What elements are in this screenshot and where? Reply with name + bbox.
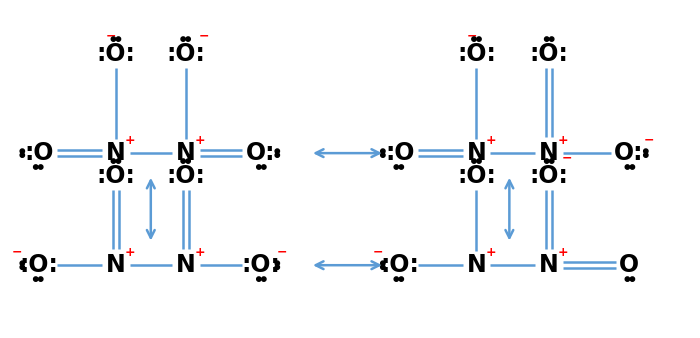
Circle shape <box>630 165 635 169</box>
Circle shape <box>399 277 403 281</box>
Text: N: N <box>106 141 126 165</box>
Text: N: N <box>467 253 486 277</box>
Circle shape <box>394 277 398 281</box>
Circle shape <box>630 277 635 281</box>
Text: N: N <box>539 141 559 165</box>
Text: O:: O: <box>246 141 275 165</box>
Text: N: N <box>467 141 486 165</box>
Circle shape <box>257 277 261 281</box>
Circle shape <box>381 265 385 269</box>
Circle shape <box>643 149 648 153</box>
Circle shape <box>472 37 476 41</box>
Circle shape <box>477 159 481 163</box>
Text: :O:: :O: <box>241 253 280 277</box>
Circle shape <box>643 153 648 157</box>
Text: +: + <box>485 246 496 259</box>
Circle shape <box>111 37 116 41</box>
Circle shape <box>20 261 24 265</box>
Circle shape <box>275 149 279 153</box>
Circle shape <box>381 261 385 265</box>
Text: +: + <box>195 246 205 259</box>
Text: +: + <box>558 246 568 259</box>
Circle shape <box>394 165 398 169</box>
Circle shape <box>111 159 116 163</box>
Text: :O:: :O: <box>97 164 135 188</box>
Circle shape <box>275 261 279 265</box>
Circle shape <box>257 165 261 169</box>
Circle shape <box>38 277 43 281</box>
Circle shape <box>34 165 38 169</box>
Text: :O:: :O: <box>97 42 135 66</box>
Text: O: O <box>619 253 639 277</box>
Text: N: N <box>176 253 195 277</box>
Text: :O:: :O: <box>457 42 496 66</box>
Text: −: − <box>643 134 654 147</box>
Circle shape <box>38 165 43 169</box>
Text: :O:: :O: <box>380 253 419 277</box>
Circle shape <box>545 159 549 163</box>
Circle shape <box>34 277 38 281</box>
Circle shape <box>20 149 24 153</box>
Text: N: N <box>176 141 195 165</box>
Circle shape <box>275 265 279 269</box>
Text: +: + <box>195 134 205 147</box>
Circle shape <box>116 159 120 163</box>
Circle shape <box>186 37 190 41</box>
Text: −: − <box>562 151 573 165</box>
Text: :O:: :O: <box>166 42 205 66</box>
Text: +: + <box>125 134 135 147</box>
Circle shape <box>262 277 266 281</box>
Circle shape <box>275 153 279 157</box>
Text: −: − <box>106 30 116 43</box>
Text: +: + <box>558 134 568 147</box>
Text: −: − <box>277 246 288 259</box>
Text: :O: :O <box>385 141 414 165</box>
Text: :O:: :O: <box>166 164 205 188</box>
Circle shape <box>262 165 266 169</box>
Circle shape <box>550 159 554 163</box>
Circle shape <box>550 37 554 41</box>
Circle shape <box>381 153 385 157</box>
Circle shape <box>381 149 385 153</box>
Text: −: − <box>12 246 22 259</box>
Circle shape <box>625 165 629 169</box>
Text: :O:: :O: <box>530 164 568 188</box>
Text: −: − <box>198 30 209 43</box>
Text: −: − <box>372 246 383 259</box>
Circle shape <box>20 265 24 269</box>
Text: N: N <box>106 253 126 277</box>
Circle shape <box>472 159 476 163</box>
Circle shape <box>181 159 186 163</box>
Text: :O:: :O: <box>457 164 496 188</box>
Circle shape <box>625 277 629 281</box>
Text: :O: :O <box>25 141 54 165</box>
Circle shape <box>477 37 481 41</box>
Text: :O:: :O: <box>20 253 59 277</box>
Text: +: + <box>125 246 135 259</box>
Circle shape <box>116 37 120 41</box>
Circle shape <box>181 37 186 41</box>
Text: O:: O: <box>614 141 643 165</box>
Circle shape <box>20 153 24 157</box>
Circle shape <box>186 159 190 163</box>
Text: :O:: :O: <box>530 42 568 66</box>
Circle shape <box>399 165 403 169</box>
Text: +: + <box>485 134 496 147</box>
Text: N: N <box>539 253 559 277</box>
Text: −: − <box>466 30 477 43</box>
Circle shape <box>545 37 549 41</box>
